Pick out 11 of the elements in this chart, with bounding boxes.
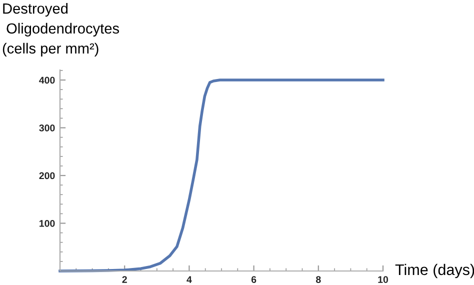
x-tick-label: 2 [122, 276, 127, 283]
y-tick-label: 100 [40, 220, 55, 227]
x-tick-label: 8 [316, 276, 321, 283]
y-axis-title: Destroyed Oligodendrocytes (cells per mm²) [2, 3, 120, 56]
y-tick-label: 400 [39, 76, 55, 84]
x-axis-title: Time (days) [395, 264, 474, 278]
y-tick-label: 300 [39, 124, 55, 132]
x-tick-label: 6 [251, 276, 256, 283]
y-tick-label: 200 [39, 172, 55, 180]
x-tick-label: 4 [186, 276, 192, 283]
x-tick-label: 10 [378, 276, 388, 283]
